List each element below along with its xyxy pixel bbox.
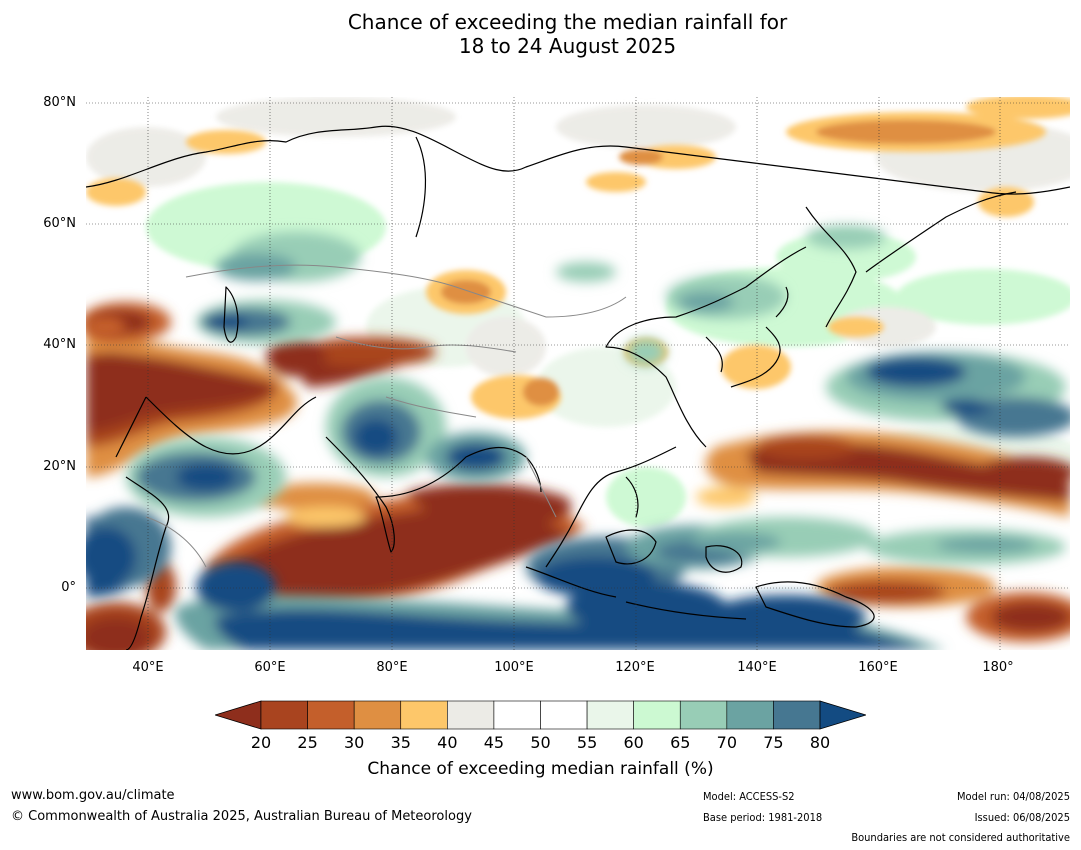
- lon-label-40e: 40°E: [132, 660, 164, 675]
- colorbar-tick-label: 60: [623, 733, 644, 752]
- lat-label-0: 0°: [61, 580, 76, 595]
- lat-label-20n: 20°N: [43, 459, 76, 474]
- footer-disclaimer: Boundaries are not considered authoritat…: [851, 831, 1070, 844]
- lon-label-120e: 120°E: [615, 660, 655, 675]
- colorbar-tick-label: 25: [297, 733, 318, 752]
- colorbar-tick-label: 55: [576, 733, 598, 752]
- lon-label-180: 180°: [982, 660, 1014, 675]
- footer-model: Model: ACCESS-S2: [703, 790, 795, 803]
- colorbar-tick-label: 30: [343, 733, 365, 752]
- footer-base-period: Base period: 1981-2018: [703, 811, 823, 824]
- footer-website: www.bom.gov.au/climate: [11, 788, 175, 803]
- colorbar-cell: [586, 700, 634, 730]
- colorbar-title: Chance of exceeding median rainfall (%): [367, 759, 714, 779]
- colorbar-tick-label: 80: [809, 733, 831, 752]
- colorbar-tick-label: 75: [763, 733, 784, 752]
- rainfall-map: [86, 97, 1070, 650]
- colorbar-cell: [773, 700, 821, 730]
- lat-label-40n: 40°N: [43, 337, 76, 352]
- colorbar-tick-label: 45: [483, 733, 505, 752]
- colorbar-extend-low: [215, 700, 262, 730]
- colorbar-extend-high: [819, 700, 866, 730]
- title-line-1: Chance of exceeding the median rainfall …: [347, 10, 788, 34]
- colorbar-cell: [726, 700, 774, 730]
- footer-issued: Issued: 06/08/2025: [974, 811, 1070, 824]
- title-line-2: 18 to 24 August 2025: [458, 34, 677, 58]
- colorbar-cell: [353, 700, 402, 730]
- colorbar-cell: [540, 700, 588, 730]
- colorbar-cell: [493, 700, 541, 730]
- colorbar-tick-label: 35: [390, 733, 411, 752]
- colorbar-tick-label: 50: [530, 733, 551, 752]
- colorbar-cell: [260, 700, 308, 730]
- lon-label-80e: 80°E: [376, 660, 408, 675]
- colorbar-cell: [447, 700, 495, 730]
- map-title: Chance of exceeding the median rainfall …: [0, 10, 1081, 58]
- lat-label-60n: 60°N: [43, 216, 76, 231]
- colorbar-cell: [679, 700, 728, 730]
- lon-label-140e: 140°E: [737, 660, 777, 675]
- colorbar: [215, 700, 866, 730]
- lon-label-160e: 160°E: [858, 660, 898, 675]
- footer-copyright: © Commonwealth of Australia 2025, Austra…: [11, 809, 472, 824]
- colorbar-tick-label: 20: [250, 733, 272, 752]
- colorbar-cell: [307, 700, 355, 730]
- lon-label-60e: 60°E: [254, 660, 286, 675]
- colorbar-cell: [400, 700, 448, 730]
- colorbar-tick-label: 70: [716, 733, 738, 752]
- footer-model-run: Model run: 04/08/2025: [957, 790, 1070, 803]
- colorbar-tick-label: 40: [437, 733, 458, 752]
- colorbar-cell: [633, 700, 681, 730]
- colorbar-tick-label: 65: [670, 733, 691, 752]
- lat-label-80n: 80°N: [43, 95, 76, 110]
- lon-label-100e: 100°E: [494, 660, 534, 675]
